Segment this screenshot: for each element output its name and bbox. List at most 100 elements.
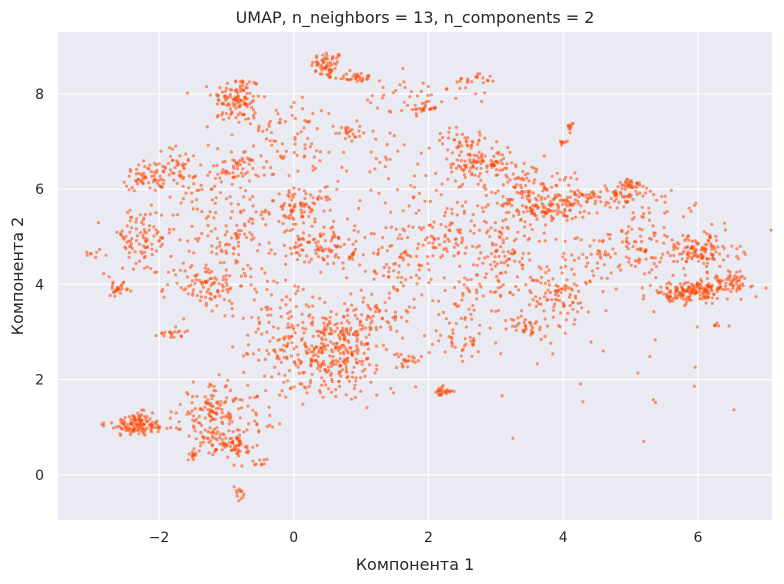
scatter-point (302, 210, 306, 214)
scatter-point (420, 264, 424, 268)
scatter-point (131, 267, 135, 271)
scatter-point (472, 263, 476, 267)
scatter-point (326, 254, 330, 259)
scatter-point (602, 253, 607, 257)
scatter-point (366, 98, 370, 102)
scatter-point (483, 154, 487, 158)
scatter-point (363, 343, 367, 347)
scatter-point (284, 395, 288, 399)
scatter-point (148, 163, 152, 167)
scatter-point (226, 378, 230, 382)
scatter-point (638, 191, 642, 195)
scatter-point (255, 394, 259, 398)
scatter-point (372, 277, 376, 281)
scatter-point (108, 293, 112, 297)
scatter-point (407, 305, 411, 309)
scatter-point (540, 210, 544, 214)
scatter-point (358, 319, 363, 323)
scatter-point (483, 256, 487, 260)
scatter-point (692, 203, 697, 207)
scatter-point (559, 290, 563, 295)
scatter-point (600, 276, 604, 280)
scatter-point (307, 385, 311, 389)
scatter-point (402, 229, 407, 233)
scatter-point (360, 313, 364, 317)
scatter-point (140, 429, 144, 433)
scatter-point (351, 132, 355, 136)
scatter-point (723, 284, 728, 288)
scatter-point (511, 293, 515, 297)
scatter-point (192, 251, 196, 255)
scatter-point (127, 255, 131, 259)
scatter-point (275, 281, 279, 285)
scatter-point (618, 263, 622, 267)
scatter-point (562, 178, 567, 182)
scatter-point (714, 250, 718, 254)
scatter-point (512, 318, 516, 322)
scatter-point (319, 234, 323, 238)
scatter-point (457, 304, 461, 308)
scatter-point (402, 80, 406, 84)
scatter-point (491, 79, 495, 83)
scatter-point (246, 117, 251, 121)
scatter-point (631, 197, 635, 202)
scatter-point (742, 250, 746, 254)
scatter-point (374, 325, 378, 329)
scatter-point (523, 184, 528, 188)
scatter-point (571, 307, 575, 311)
scatter-point (322, 379, 326, 383)
scatter-point (132, 189, 136, 193)
scatter-point (237, 433, 242, 437)
scatter-point (128, 230, 132, 234)
scatter-point (350, 252, 354, 256)
scatter-point (728, 275, 732, 279)
scatter-point (256, 94, 260, 98)
scatter-point (608, 233, 612, 237)
scatter-point (548, 290, 553, 295)
scatter-point (246, 263, 250, 267)
scatter-point (521, 251, 525, 256)
scatter-point (334, 56, 339, 60)
scatter-point (206, 173, 210, 178)
scatter-point (387, 321, 391, 325)
scatter-point (686, 286, 691, 290)
scatter-point (371, 314, 375, 318)
scatter-point (190, 450, 194, 454)
scatter-point (537, 265, 541, 269)
scatter-point (605, 189, 610, 193)
scatter-point (385, 158, 389, 162)
scatter-point (257, 322, 262, 326)
scatter-point (304, 327, 308, 331)
scatter-point (367, 74, 371, 78)
scatter-point (652, 231, 656, 235)
scatter-point (500, 203, 504, 207)
scatter-point (211, 453, 215, 457)
scatter-point (700, 280, 704, 284)
scatter-point (229, 216, 233, 220)
scatter-point (262, 458, 266, 462)
scatter-point (308, 313, 312, 317)
scatter-point (139, 250, 143, 254)
scatter-point (523, 173, 527, 177)
scatter-point (374, 157, 378, 161)
scatter-point (303, 143, 307, 147)
scatter-point (326, 322, 330, 326)
scatter-point (361, 324, 365, 328)
scatter-point (592, 274, 596, 278)
scatter-point (592, 238, 596, 242)
scatter-point (229, 202, 233, 206)
scatter-point (510, 161, 514, 165)
scatter-point (321, 66, 325, 70)
scatter-point (633, 259, 637, 263)
scatter-point (655, 289, 659, 293)
scatter-point (214, 196, 218, 200)
scatter-point (157, 426, 161, 430)
scatter-point (543, 223, 548, 227)
scatter-point (479, 159, 484, 163)
scatter-point (416, 359, 420, 363)
scatter-point (320, 383, 324, 387)
scatter-point (311, 354, 315, 358)
scatter-point (186, 239, 190, 243)
scatter-point (380, 245, 384, 249)
scatter-point (565, 278, 569, 282)
